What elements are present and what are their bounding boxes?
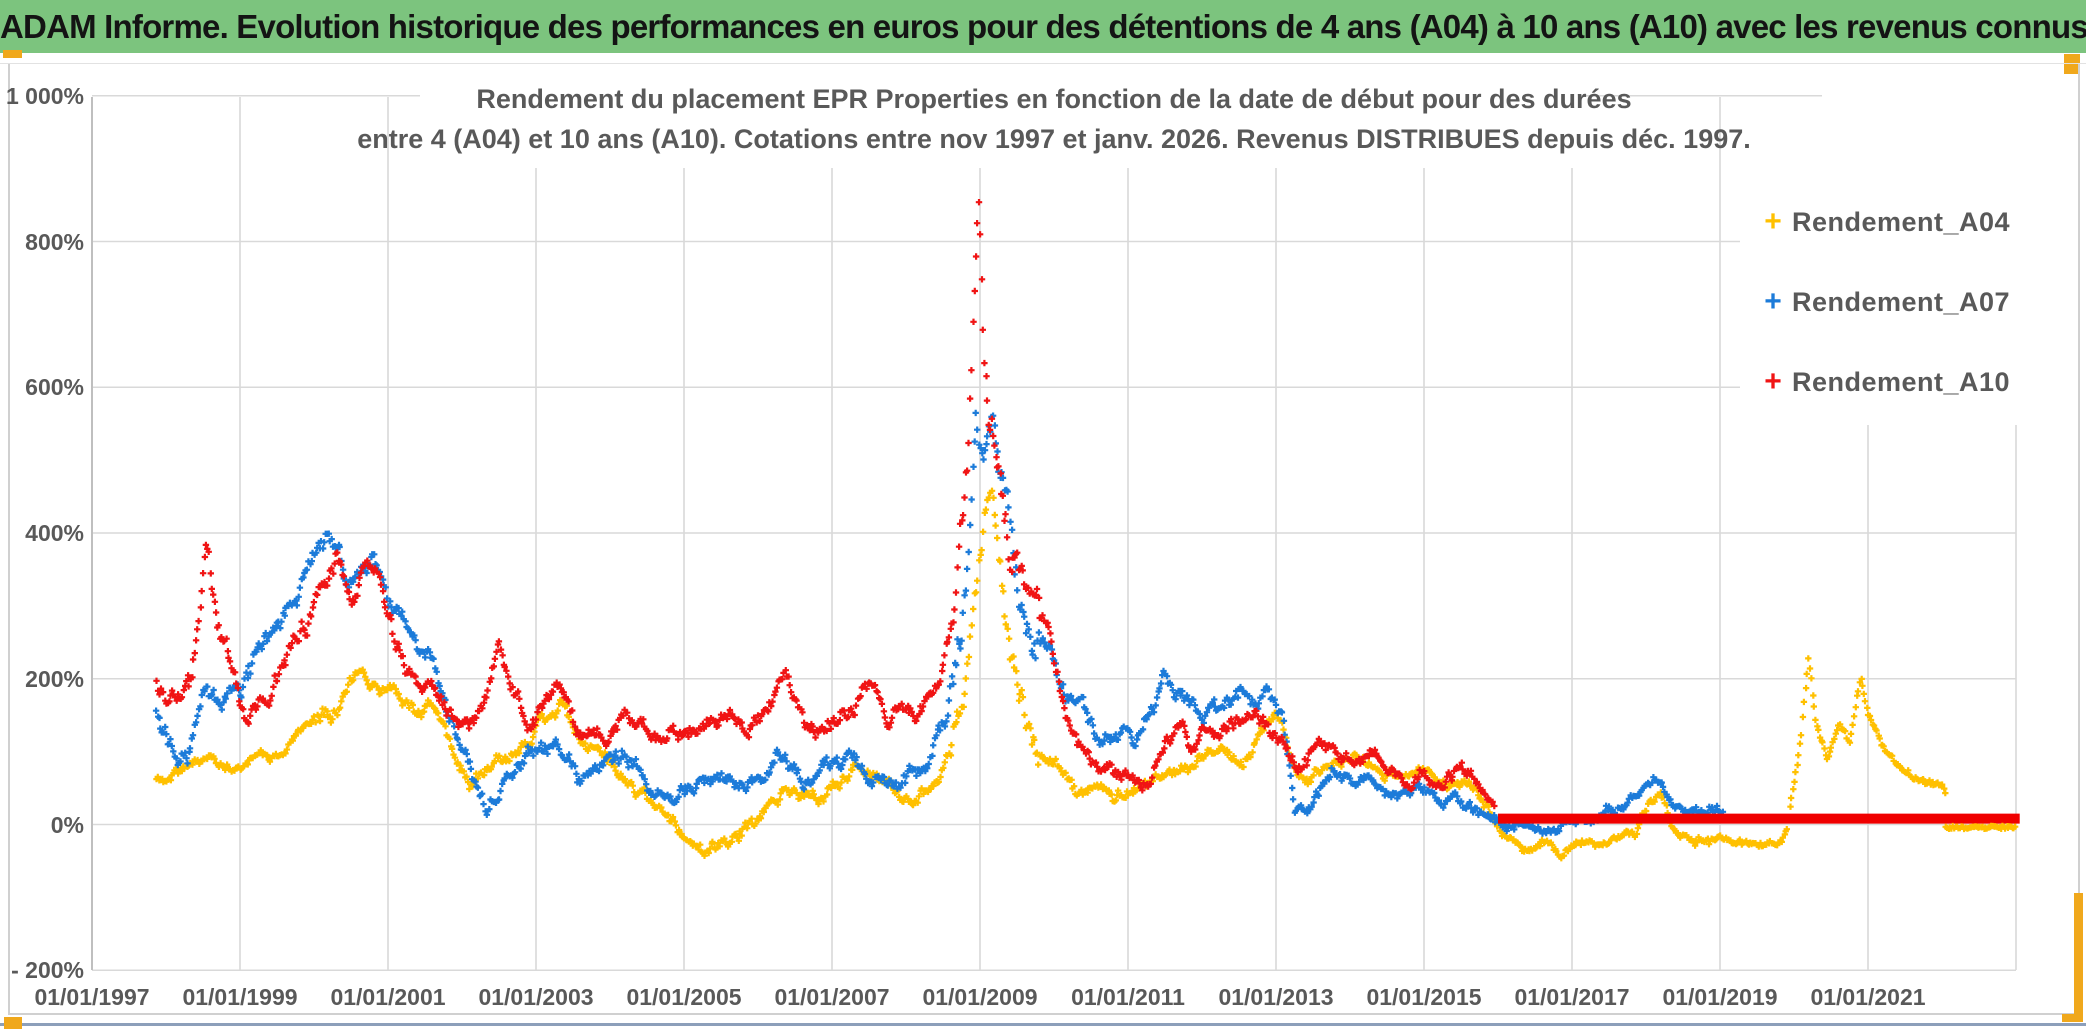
x-axis-label: 01/01/2019: [1662, 984, 1778, 1010]
header-title: ADAM Informe. Evolution historique des p…: [0, 8, 2086, 45]
series-points-Rendement_A10[interactable]: [153, 199, 1498, 810]
y-axis-label: 0%: [50, 811, 84, 838]
y-axis-label: 200%: [25, 665, 84, 692]
legend-item-a10[interactable]: + Rendement_A10: [1740, 348, 2068, 416]
x-axis-label: 01/01/2013: [1218, 984, 1334, 1010]
header-divider: [0, 63, 2086, 64]
series-points-Rendement_A07[interactable]: [152, 409, 1727, 837]
legend-marker-icon: +: [1764, 285, 1782, 318]
x-axis-label: 01/01/2017: [1514, 984, 1630, 1010]
legend-label: Rendement_A07: [1792, 286, 2011, 317]
legend-label: Rendement_A04: [1792, 206, 2011, 237]
legend-label: Rendement_A10: [1792, 366, 2011, 397]
y-axis-label: 1 000%: [5, 82, 84, 109]
chart-title-line1: Rendement du placement EPR Properties en…: [476, 84, 1632, 114]
y-axis-label: - 200%: [11, 957, 84, 984]
accent-top-left: [3, 50, 22, 58]
sheet-border-left: [8, 64, 10, 1014]
x-axis-label: 01/01/2021: [1810, 984, 1926, 1010]
x-axis-label: 01/01/2007: [774, 984, 890, 1010]
accent-top-right: [2064, 54, 2080, 74]
legend-item-a04[interactable]: + Rendement_A04: [1740, 188, 2068, 256]
chart-title-line2: entre 4 (A04) et 10 ans (A10). Cotations…: [357, 124, 1751, 154]
x-axis-label: 01/01/2001: [330, 984, 446, 1010]
legend-marker-icon: +: [1764, 205, 1782, 238]
sheet-header-bar: ADAM Informe. Evolution historique des p…: [0, 0, 2086, 53]
flat-markers-Rendement_A04[interactable]: [1942, 822, 2019, 833]
x-axis-label: 01/01/1997: [34, 984, 150, 1010]
sheet-border-bottom: [8, 1013, 2078, 1015]
accent-right-bar: [2074, 893, 2083, 1020]
y-axis-label: 800%: [25, 228, 84, 255]
legend-item-a07[interactable]: + Rendement_A07: [1740, 268, 2068, 336]
x-axis-label: 01/01/2003: [478, 984, 594, 1010]
chart-legend: + Rendement_A04 + Rendement_A07 + Rendement_A…: [1740, 150, 2068, 422]
bottom-rule: [0, 1023, 2086, 1026]
title-backdrop: [420, 78, 1580, 168]
x-axis-label: 01/01/2009: [922, 984, 1038, 1010]
sheet-border-right: [2078, 64, 2080, 1014]
legend-marker-icon: +: [1764, 365, 1782, 398]
accent-bottom-right: [2062, 1014, 2083, 1022]
x-axis-label: 01/01/2011: [1071, 984, 1185, 1010]
x-axis-label: 01/01/2015: [1366, 984, 1482, 1010]
y-axis-label: 400%: [25, 520, 84, 546]
x-axis-label: 01/01/2005: [626, 984, 742, 1010]
accent-bottom-left: [4, 1017, 22, 1029]
x-axis-label: 01/01/1999: [182, 984, 298, 1010]
y-axis-label: 600%: [25, 374, 84, 401]
